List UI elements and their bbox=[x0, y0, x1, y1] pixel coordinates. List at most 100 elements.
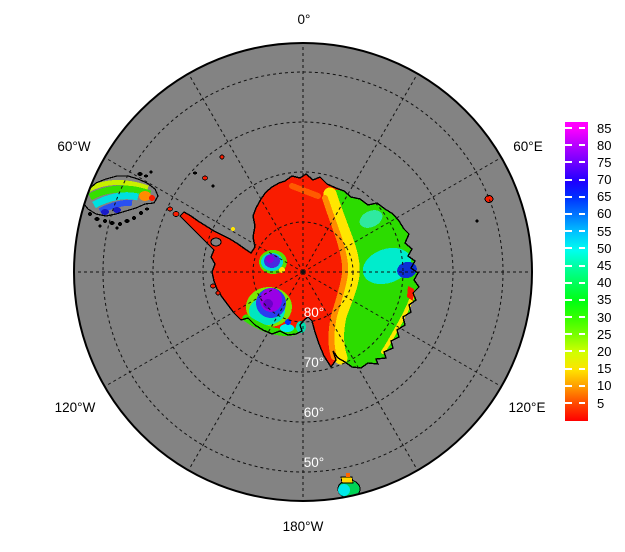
sa-island-black bbox=[98, 224, 102, 228]
lat-label: 80° bbox=[304, 305, 324, 320]
colorbar-tick-mark bbox=[565, 402, 572, 404]
colorbar-tick-mark bbox=[579, 264, 585, 267]
meridian-line bbox=[104, 271, 304, 387]
colorbar-tick-mark bbox=[565, 298, 572, 301]
meridian-line bbox=[188, 271, 304, 471]
south-island-cyan bbox=[338, 484, 350, 496]
east-coast-red-sliver bbox=[407, 286, 414, 301]
sa-island-black bbox=[94, 217, 100, 221]
colorbar-tick-mark bbox=[565, 384, 572, 387]
notch-yellow-dot bbox=[231, 227, 235, 231]
colorbar-tick-label: 60 bbox=[597, 206, 612, 222]
colorbar-tick-mark bbox=[565, 212, 572, 215]
sa-island-black bbox=[139, 211, 143, 215]
colorbar-tick-label: 70 bbox=[597, 172, 612, 188]
island-red bbox=[219, 154, 225, 160]
sa-blue-dot bbox=[101, 209, 109, 215]
island-black bbox=[475, 219, 479, 223]
falkland-island bbox=[149, 170, 153, 174]
colorbar-tick-mark bbox=[565, 195, 572, 198]
colorbar-tick-label: 30 bbox=[597, 309, 612, 325]
colorbar-tick-label: 40 bbox=[597, 275, 612, 291]
sa-island-black bbox=[118, 222, 122, 226]
colorbar-tick-mark bbox=[579, 367, 585, 370]
colorbar-tick-mark bbox=[579, 384, 585, 387]
meridian-label: 60°E bbox=[513, 139, 542, 154]
sa-island-black bbox=[115, 226, 119, 230]
falkland-island bbox=[144, 174, 148, 178]
colorbar-tick-mark bbox=[579, 333, 585, 336]
colorbar-tick-label: 65 bbox=[597, 189, 612, 205]
colorbar bbox=[565, 122, 588, 421]
island-red bbox=[172, 211, 180, 217]
island-red bbox=[210, 283, 216, 289]
colorbar-tick-mark bbox=[579, 247, 585, 250]
colorbar-tick-label: 55 bbox=[597, 223, 612, 239]
ross-purple-dark bbox=[263, 299, 273, 309]
meridian-label: 60°W bbox=[57, 139, 90, 154]
island-red bbox=[167, 206, 173, 212]
sa-orange-patch bbox=[139, 191, 151, 201]
south-island-yellow bbox=[340, 476, 354, 484]
east-cyan-upper bbox=[359, 210, 383, 228]
meridian-line bbox=[302, 271, 502, 387]
lat-circle bbox=[202, 171, 404, 373]
map-outline bbox=[73, 42, 533, 502]
falkland-island bbox=[137, 172, 143, 176]
peninsula-pocket bbox=[210, 237, 222, 247]
colorbar-tick-mark bbox=[565, 230, 572, 233]
graticule bbox=[75, 44, 531, 500]
colorbar-tick-label: 5 bbox=[597, 395, 605, 411]
island-black bbox=[193, 171, 197, 175]
sa-island-black bbox=[145, 207, 149, 211]
colorbar-tick-label: 75 bbox=[597, 154, 612, 170]
colorbar-tick-mark bbox=[579, 161, 585, 164]
southwest-cyan-patch bbox=[280, 324, 294, 332]
colorbar-tick-label: 85 bbox=[597, 120, 612, 136]
antarctica-coastline bbox=[179, 173, 420, 369]
sa-stripe-yellowgreen bbox=[86, 180, 149, 193]
colorbar-tick-mark bbox=[579, 298, 585, 301]
colorbar-tick-mark bbox=[565, 247, 572, 250]
sa-island-black bbox=[109, 221, 115, 225]
data-layer bbox=[83, 154, 494, 499]
island-red bbox=[215, 290, 221, 296]
meridian-line bbox=[104, 157, 304, 273]
colorbar-tick-mark bbox=[565, 281, 572, 284]
colorbar-tick-label: 50 bbox=[597, 240, 612, 256]
colorbar-tick-label: 15 bbox=[597, 361, 612, 377]
colorbar-tick-mark bbox=[579, 144, 585, 147]
island-black bbox=[211, 184, 215, 188]
meridian-line bbox=[302, 157, 502, 273]
colorbar-tick-mark bbox=[565, 144, 572, 147]
colorbar-tick-mark bbox=[565, 264, 572, 267]
colorbar-tick-mark bbox=[565, 316, 572, 319]
island-red bbox=[202, 175, 208, 181]
colorbar-tick-mark bbox=[579, 350, 585, 353]
lat-label: 50° bbox=[304, 455, 324, 470]
colorbar-tick-mark bbox=[565, 333, 572, 336]
colorbar-tick-mark bbox=[579, 230, 585, 233]
sa-island-black bbox=[88, 212, 92, 216]
sa-blue-dot bbox=[113, 207, 121, 213]
lat-label: 60° bbox=[304, 405, 324, 420]
meridian-label: 0° bbox=[298, 12, 311, 27]
colorbar-tick-mark bbox=[565, 178, 572, 181]
yellow-transition-band bbox=[323, 187, 360, 365]
colorbar-tick-mark bbox=[565, 161, 572, 164]
colorbar-tick-label: 20 bbox=[597, 343, 612, 359]
meridian-label: 180°W bbox=[283, 519, 324, 534]
sa-red-dot bbox=[149, 195, 155, 201]
colorbar-tick-label: 10 bbox=[597, 378, 612, 394]
island-ring-red bbox=[484, 195, 494, 203]
colorbar-tick-label: 35 bbox=[597, 292, 612, 308]
sa-island-black bbox=[103, 219, 107, 223]
meridian-line bbox=[302, 271, 418, 471]
sa-island-black bbox=[124, 219, 130, 223]
meridian-line bbox=[302, 73, 418, 273]
sa-island-black bbox=[132, 216, 136, 220]
colorbar-tick-mark bbox=[579, 281, 585, 284]
colorbar-tick-mark bbox=[565, 127, 572, 129]
